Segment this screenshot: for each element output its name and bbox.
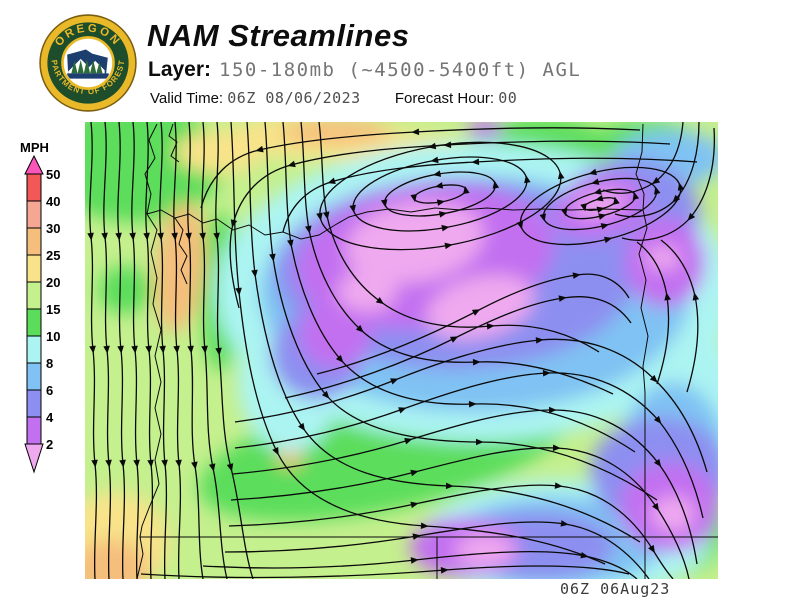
legend-tick: 20: [46, 275, 60, 290]
legend-seg: [26, 389, 42, 418]
legend-tick: 25: [46, 248, 60, 263]
legend-seg: [26, 200, 42, 229]
legend-seg: [26, 173, 42, 202]
legend-seg: [26, 308, 42, 337]
forecast-hour-label: Forecast Hour:: [394, 90, 495, 107]
state-borders: [136, 123, 718, 579]
map-timestamp: 06Z 06Aug23: [560, 580, 671, 598]
legend-seg: [26, 362, 42, 391]
legend-arrow-top: [24, 154, 44, 175]
layer-label: Layer:: [148, 58, 212, 81]
forecast-hour-value: 00: [498, 89, 518, 107]
legend-tick: 8: [46, 356, 53, 371]
legend-seg: [26, 335, 42, 364]
layer-line: Layer: 150-180mb (~4500-5400ft) AGL: [148, 58, 581, 82]
legend-tick: 4: [46, 410, 54, 425]
legend-tick: 30: [46, 221, 60, 236]
legend-tick: 2: [46, 437, 53, 452]
coastline-washington: [144, 123, 158, 215]
valid-time-line: Valid Time: 06Z 08/06/2023 Forecast Hour…: [150, 89, 517, 107]
legend-tick: 15: [46, 302, 60, 317]
border-idaho: [635, 123, 649, 579]
legend-tick: 6: [46, 383, 53, 398]
speed-legend: MPH 50 40 30 25 20 15 10 8 6 4 2: [20, 140, 60, 474]
streamline-map: [85, 122, 718, 579]
legend-title: MPH: [20, 140, 49, 155]
odf-logo: OREGON DEPARTMENT OF FORESTRY: [38, 13, 137, 112]
legend-seg: [26, 227, 42, 256]
legend-seg: [26, 281, 42, 310]
puget-detail: [168, 123, 180, 163]
valid-time-label: Valid Time:: [150, 90, 224, 107]
legend-seg: [26, 254, 42, 283]
border-washington: [146, 207, 644, 240]
legend-tick: 40: [46, 194, 60, 209]
streamlines-layer: [87, 122, 716, 579]
coastline-oregon: [136, 213, 162, 579]
river-willamette: [174, 217, 188, 285]
legend-tick: 10: [46, 329, 60, 344]
page-title: NAM Streamlines: [147, 18, 410, 53]
legend-tick: 50: [46, 167, 60, 182]
layer-value: 150-180mb (~4500-5400ft) AGL: [219, 59, 582, 81]
valid-time-value: 06Z 08/06/2023: [227, 89, 361, 107]
legend-arrow-bottom: [24, 443, 44, 474]
legend-seg: [26, 416, 42, 445]
logo-emblem: [67, 49, 109, 79]
